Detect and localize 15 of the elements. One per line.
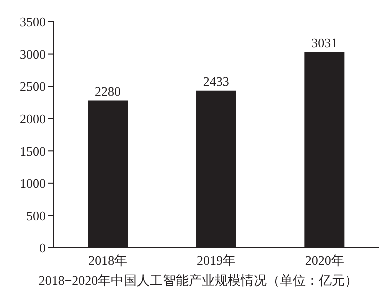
data-label: 2433 [203,74,230,89]
y-tick-label: 1000 [20,176,46,192]
y-tick-label: 1500 [20,144,46,159]
x-tick-label: 2018年 [88,253,128,268]
text: 2018−2020年中国人工智能产业规模情况（单位：亿元） [38,272,360,290]
y-tick-label: 3500 [20,14,46,30]
y-tick-label: 2500 [20,79,46,94]
y-tick-label: 500 [26,208,46,224]
data-label: 3031 [312,35,338,50]
x-tick-label: 2020年 [305,253,344,268]
y-tick-label: 2000 [20,111,46,126]
y-tick-label: 0 [40,240,46,256]
y-tick-label: 3000 [20,46,46,62]
data-label: 2280 [95,84,121,99]
x-tick-label: 2019年 [197,253,236,268]
